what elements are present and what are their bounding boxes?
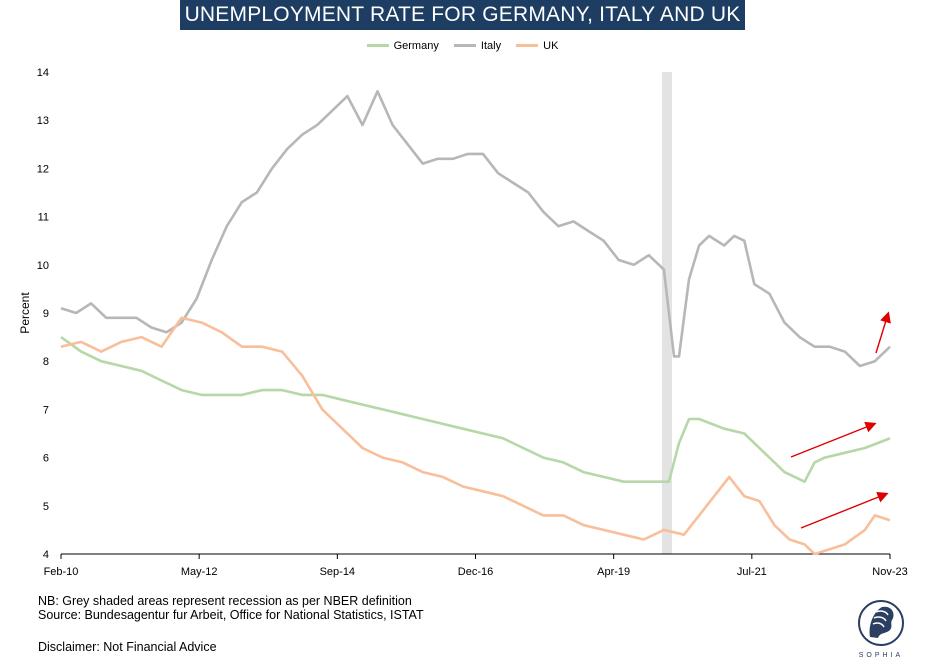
y-tick-label-11: 11 (38, 212, 49, 224)
recession-note: NB: Grey shaded areas represent recessio… (38, 594, 412, 608)
y-tick-label-10: 10 (37, 260, 49, 272)
y-tick-label-5: 5 (43, 501, 49, 513)
y-tick-label-8: 8 (43, 356, 49, 368)
y-tick-label-9: 9 (43, 308, 49, 320)
y-axis-label: Percent (18, 292, 32, 334)
title-bar: UNEMPLOYMENT RATE FOR GERMANY, ITALY AND… (0, 0, 925, 30)
y-tick-label-4: 4 (43, 549, 49, 561)
trend-arrow-1 (790, 421, 877, 458)
x-tick-label-4: Apr-19 (597, 566, 630, 578)
legend-label-italy: Italy (480, 39, 502, 52)
trend-arrow-2 (800, 491, 889, 529)
chart-title: UNEMPLOYMENT RATE FOR GERMANY, ITALY AND… (179, 0, 746, 30)
sophia-logo-icon: SOPHIA (858, 600, 904, 659)
legend-swatch-germany (366, 44, 389, 47)
y-tick-label-6: 6 (43, 453, 49, 465)
x-tick-label-2: Sep-14 (320, 566, 355, 578)
legend-item-uk: UK (516, 40, 558, 52)
trend-arrow-0 (875, 311, 891, 354)
legend-item-germany: Germany (366, 39, 439, 52)
x-tick-label-1: May-12 (181, 566, 218, 578)
y-tick-label-13: 13 (37, 115, 49, 127)
series-line-germany (60, 336, 891, 483)
logo-text: SOPHIA (859, 652, 903, 659)
disclaimer-text: Disclaimer: Not Financial Advice (38, 640, 217, 654)
series-line-italy (60, 90, 891, 368)
line-chart: 4 5 6 7 8 9 10 11 12 13 14 Feb-10 May-12 Sep-14 Dec-16… (18, 67, 908, 578)
y-tick-label-14: 14 (37, 67, 49, 79)
legend-swatch-uk (516, 44, 539, 47)
x-tick-label-0: Feb-10 (44, 566, 79, 578)
y-tick-label-12: 12 (37, 163, 49, 175)
chart-legend: Germany Italy UK (0, 38, 925, 52)
chart-notes: NB: Grey shaded areas represent recessio… (38, 594, 424, 622)
x-tick-label-5: Jul-21 (737, 566, 767, 578)
series-line-uk (60, 316, 891, 556)
source-note: Source: Bundesagentur fur Arbeit, Office… (38, 608, 424, 622)
x-tick-label-6: Nov-23 (872, 566, 907, 578)
recession-band-0 (661, 72, 672, 554)
legend-label-uk: UK (543, 39, 559, 52)
legend-swatch-italy (453, 44, 476, 47)
x-tick-label-3: Dec-16 (458, 566, 493, 578)
legend-item-italy: Italy (453, 39, 502, 52)
legend-label-germany: Germany (393, 39, 439, 52)
y-tick-label-7: 7 (43, 404, 49, 416)
